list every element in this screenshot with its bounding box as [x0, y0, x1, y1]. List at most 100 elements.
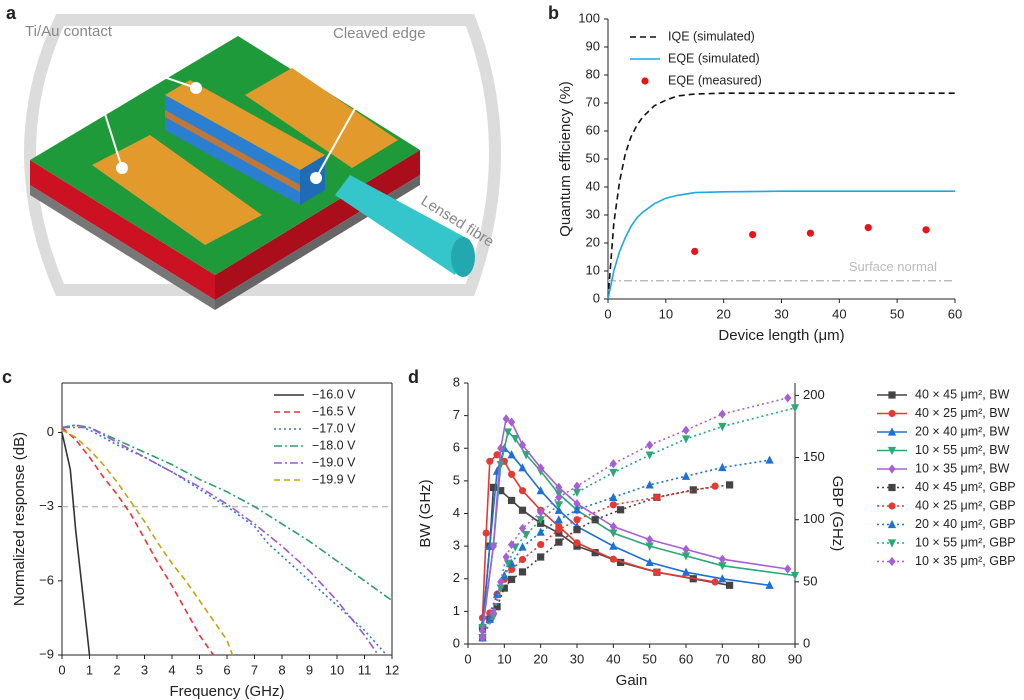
marker: [485, 614, 494, 623]
legend-label: 10 × 55 μm², GBP: [915, 535, 1016, 549]
y-tick-label: 90: [586, 38, 600, 53]
y-tick-label: −3: [39, 498, 54, 513]
x-tick-label: 0: [464, 651, 471, 666]
marker: [573, 499, 581, 509]
legend-label: 10 × 35 μm², GBP: [915, 554, 1016, 568]
legend-label: 40 × 45 μm², GBP: [915, 480, 1016, 494]
marker: [572, 505, 582, 514]
marker: [536, 486, 545, 495]
marker: [537, 553, 545, 561]
y-tick-label: 30: [586, 206, 600, 221]
x-tick-label: 12: [385, 662, 399, 677]
reference-label: Surface normal: [849, 259, 937, 274]
marker: [489, 541, 498, 551]
x-tick-label: 50: [890, 306, 904, 321]
marker: [518, 440, 527, 450]
marker: [508, 539, 516, 550]
marker: [518, 523, 527, 534]
series-line: [481, 397, 788, 639]
marker: [645, 557, 654, 567]
x-tick-label: 3: [141, 662, 148, 677]
marker: [645, 542, 654, 551]
marker: [518, 506, 527, 514]
legend-label: 10 × 55 μm², BW: [915, 443, 1010, 457]
legend-label: 40 × 25 μm², BW: [915, 406, 1010, 420]
marker: [518, 555, 527, 564]
marker: [922, 226, 930, 234]
marker: [478, 633, 487, 643]
y-tick-label: 8: [453, 374, 460, 389]
legend-label: −16.0 V: [312, 387, 356, 401]
marker: [645, 480, 654, 489]
marker: [518, 463, 527, 472]
marker: [784, 564, 792, 574]
marker: [555, 482, 563, 492]
panel-label: c: [2, 367, 12, 387]
y-tick-label: 7: [453, 407, 460, 422]
marker: [554, 515, 563, 524]
slab-side: [30, 185, 215, 310]
marker: [572, 488, 582, 497]
marker: [609, 541, 618, 550]
marker: [497, 577, 505, 587]
y-tick-label: 5: [453, 472, 460, 487]
legend-label: EQE (measured): [668, 73, 762, 87]
marker: [573, 526, 581, 534]
x-tick-label: 50: [642, 651, 656, 666]
marker: [711, 578, 719, 586]
marker: [718, 554, 726, 564]
y-tick-label: 4: [453, 505, 460, 520]
marker: [726, 581, 734, 589]
x-tick-label: 90: [788, 651, 802, 666]
y-tick-label: 70: [586, 94, 600, 109]
legend-label: IQE (simulated): [668, 29, 755, 43]
marker: [502, 414, 510, 424]
panel-label: d: [408, 367, 419, 387]
x-tick-label: 6: [223, 662, 230, 677]
x-tick-label: 10: [497, 651, 511, 666]
x-tick-label: 1: [86, 662, 93, 677]
legend-marker: [888, 464, 896, 474]
marker: [718, 409, 726, 419]
panel-label: b: [548, 3, 559, 23]
y-tick-label: 1: [453, 603, 460, 618]
marker: [748, 231, 757, 239]
marker: [617, 506, 625, 514]
device-diagram: a Ti/Au contact Cleaved edge Lensed fibr…: [6, 3, 501, 310]
legend-marker: [641, 77, 649, 85]
legend-marker: [887, 539, 897, 548]
marker: [573, 539, 581, 547]
marker: [508, 470, 516, 478]
marker: [496, 584, 505, 593]
series-line: [61, 429, 234, 656]
legend-label: 20 × 40 μm², BW: [915, 424, 1010, 438]
marker: [790, 404, 800, 413]
x-tick-label: 11: [358, 662, 372, 677]
legend-marker: [887, 519, 897, 529]
marker: [573, 481, 581, 491]
panel-label: a: [6, 3, 17, 23]
x-tick-label: 40: [606, 651, 620, 666]
marker: [489, 608, 498, 618]
x-tick-label: 30: [570, 651, 584, 666]
y2-tick-label: 0: [803, 635, 810, 650]
legend-label: −16.5 V: [312, 404, 356, 418]
y-axis-title: BW (GHz): [417, 479, 434, 547]
marker: [681, 471, 691, 480]
marker: [682, 425, 690, 435]
series-line: [607, 190, 955, 300]
y-tick-label: 20: [586, 234, 600, 249]
marker: [718, 562, 727, 571]
marker: [536, 516, 545, 525]
y-tick-label: 0: [593, 290, 600, 305]
marker: [508, 575, 516, 583]
fibre-end: [451, 237, 475, 277]
series-line: [61, 424, 388, 656]
ridge-contact: [165, 80, 325, 170]
marker: [496, 460, 505, 470]
marker: [503, 428, 513, 437]
y-tick-label: 80: [586, 66, 600, 81]
series-line: [481, 446, 770, 625]
legend-label: −17.0 V: [312, 421, 356, 435]
